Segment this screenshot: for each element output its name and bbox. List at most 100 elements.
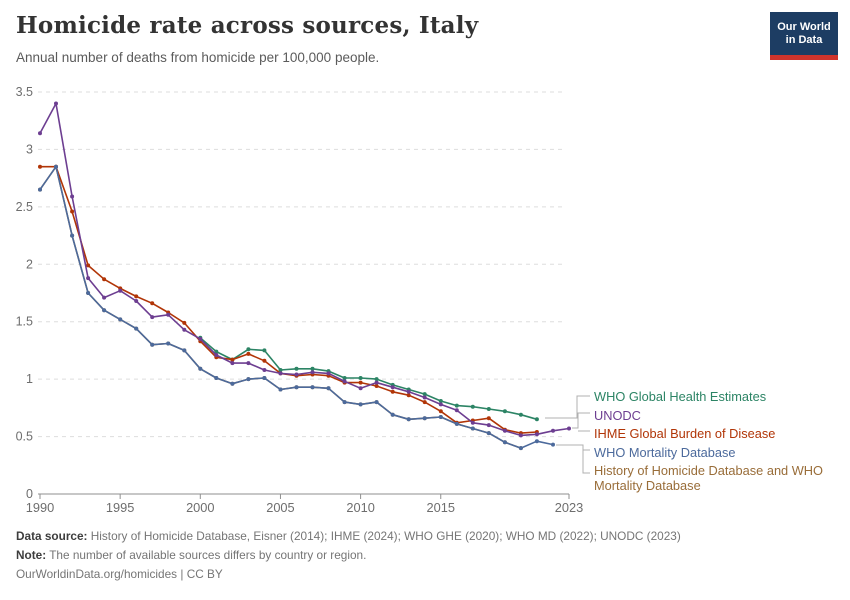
series-point[interactable] [262, 348, 267, 353]
series-point[interactable] [454, 421, 459, 426]
series-point[interactable] [502, 428, 507, 433]
series-point[interactable] [294, 372, 299, 377]
series-point[interactable] [534, 432, 539, 437]
series-point[interactable] [246, 347, 251, 352]
series-point[interactable] [567, 426, 571, 431]
series-point[interactable] [502, 409, 507, 414]
series-point[interactable] [54, 101, 58, 106]
series-point[interactable] [134, 299, 139, 303]
series-point[interactable] [342, 376, 347, 380]
series-point[interactable] [374, 400, 379, 405]
series-point[interactable] [486, 431, 491, 436]
series-point[interactable] [374, 384, 379, 388]
series-point[interactable] [518, 433, 523, 438]
series-point[interactable] [534, 417, 539, 422]
series-point[interactable] [86, 291, 91, 295]
series-point[interactable] [518, 412, 523, 417]
series-point[interactable] [406, 417, 411, 422]
series-point[interactable] [38, 131, 42, 136]
series-point[interactable] [454, 408, 459, 413]
series-point[interactable] [470, 420, 475, 425]
series-point[interactable] [502, 440, 507, 445]
series-point[interactable] [326, 371, 331, 376]
series-point[interactable] [438, 409, 443, 414]
series-point[interactable] [262, 368, 267, 372]
series-point[interactable] [486, 407, 491, 411]
series-point[interactable] [454, 403, 459, 408]
footer-link[interactable]: OurWorldinData.org/homicides | CC BY [16, 567, 223, 581]
series-point[interactable] [342, 400, 347, 405]
owid-logo[interactable]: Our World in Data [770, 12, 838, 60]
series-point[interactable] [182, 320, 187, 325]
series-point[interactable] [102, 308, 107, 313]
series-point[interactable] [102, 295, 107, 300]
series-point[interactable] [230, 357, 235, 362]
series-line-1[interactable] [39, 102, 570, 437]
series-line-3[interactable] [39, 165, 554, 449]
series-point[interactable] [70, 209, 75, 214]
series-point[interactable] [310, 366, 315, 371]
series-point[interactable] [246, 377, 251, 382]
series-point[interactable] [406, 393, 411, 398]
series-point[interactable] [438, 415, 443, 419]
series-point[interactable] [118, 288, 123, 293]
series-line-0[interactable] [199, 337, 538, 421]
series-point[interactable] [230, 381, 235, 386]
series-point[interactable] [214, 353, 219, 357]
series-point[interactable] [422, 400, 427, 405]
series-point[interactable] [134, 294, 139, 299]
series-point[interactable] [38, 164, 42, 169]
series-point[interactable] [534, 439, 539, 444]
legend-item-unodc[interactable]: UNODC [594, 407, 641, 423]
series-point[interactable] [310, 370, 315, 375]
series-point[interactable] [86, 276, 91, 281]
series-point[interactable] [214, 349, 219, 354]
series-point[interactable] [374, 380, 379, 385]
series-point[interactable] [150, 315, 155, 320]
series-point[interactable] [374, 377, 379, 382]
series-point[interactable] [38, 187, 42, 192]
series-point[interactable] [390, 385, 395, 390]
legend-item-who-ghe[interactable]: WHO Global Health Estimates [594, 389, 767, 404]
series-point[interactable] [422, 392, 427, 397]
series-point[interactable] [470, 404, 475, 409]
series-point[interactable] [422, 395, 427, 400]
series-point[interactable] [150, 342, 155, 347]
series-point[interactable] [551, 442, 555, 447]
series-point[interactable] [406, 389, 411, 394]
series-point[interactable] [246, 351, 251, 356]
series-point[interactable] [551, 428, 555, 433]
series-point[interactable] [166, 312, 171, 317]
series-point[interactable] [230, 361, 235, 366]
series-point[interactable] [486, 423, 491, 428]
series-point[interactable] [278, 368, 283, 372]
series-point[interactable] [262, 358, 267, 363]
series-point[interactable] [486, 416, 491, 421]
series-point[interactable] [438, 402, 443, 407]
series-point[interactable] [518, 446, 523, 451]
series-point[interactable] [262, 376, 267, 380]
series-point[interactable] [246, 361, 251, 366]
series-point[interactable] [182, 327, 187, 332]
series-point[interactable] [198, 366, 203, 371]
series-point[interactable] [358, 376, 363, 380]
series-point[interactable] [310, 385, 315, 390]
series-point[interactable] [326, 386, 331, 391]
series-point[interactable] [390, 389, 395, 394]
series-point[interactable] [102, 277, 107, 282]
legend-item-who-md[interactable]: WHO Mortality Database [594, 444, 736, 460]
series-point[interactable] [70, 194, 75, 199]
series-point[interactable] [278, 387, 283, 392]
series-point[interactable] [86, 263, 91, 268]
series-point[interactable] [198, 336, 203, 341]
series-point[interactable] [438, 399, 443, 403]
series-point[interactable] [182, 348, 187, 353]
series-line-4[interactable] [39, 165, 522, 449]
series-point[interactable] [278, 371, 283, 376]
series-point[interactable] [214, 376, 219, 380]
legend-item-history-whomd[interactable]: History of Homicide Database and WHO Mor… [594, 463, 824, 493]
series-point[interactable] [358, 386, 363, 391]
series-point[interactable] [70, 233, 75, 238]
series-point[interactable] [358, 380, 363, 385]
